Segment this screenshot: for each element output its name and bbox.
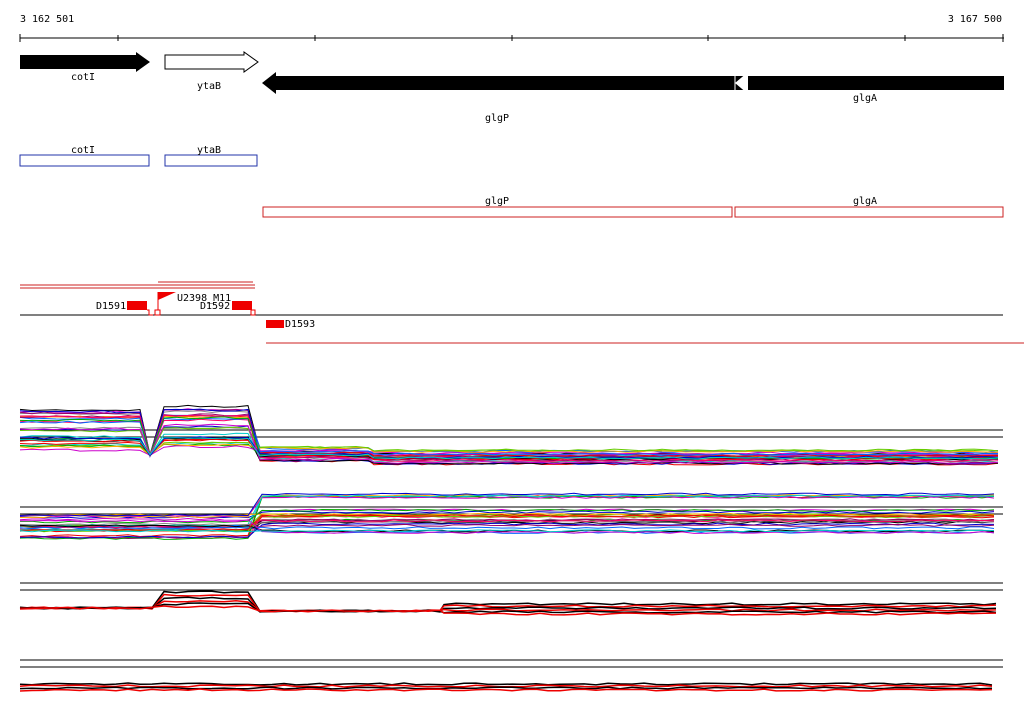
trace	[19, 682, 993, 686]
transcript-label: glgA	[853, 196, 877, 207]
trace	[19, 508, 995, 521]
trace	[19, 414, 999, 462]
gene-label: glgA	[853, 93, 877, 104]
trace	[19, 494, 995, 531]
gene-label: ytaB	[197, 81, 221, 92]
trace	[19, 426, 999, 457]
trace	[19, 686, 993, 690]
feature-label: D1592	[200, 301, 230, 312]
ruler	[19, 34, 1004, 42]
trace	[19, 414, 999, 457]
trace	[20, 437, 999, 460]
trace	[19, 423, 999, 465]
feature-label: D1593	[285, 319, 315, 330]
trace	[19, 425, 999, 465]
trace	[19, 518, 995, 526]
trace	[19, 492, 995, 517]
gene-arrow[interactable]	[164, 51, 259, 73]
coord-start: 3 162 501	[20, 14, 74, 25]
trace	[19, 508, 995, 524]
transcript-box[interactable]	[734, 206, 1004, 218]
trace	[19, 438, 999, 457]
feature-track	[20, 281, 1024, 344]
transcript-box[interactable]	[19, 154, 150, 167]
trace	[19, 600, 997, 613]
trace	[19, 526, 995, 530]
transcript-box[interactable]	[262, 206, 733, 218]
trace	[19, 524, 995, 534]
trace	[19, 495, 995, 518]
gene-arrow[interactable]	[20, 52, 150, 72]
gene-label: cotI	[71, 72, 95, 83]
trace	[19, 596, 997, 613]
trace	[19, 494, 995, 519]
trace	[20, 590, 997, 613]
transcript-box[interactable]	[164, 154, 258, 167]
coord-end: 3 167 500	[948, 14, 1002, 25]
trace	[19, 522, 995, 539]
trace	[19, 514, 995, 532]
trace	[19, 602, 997, 614]
panel-lines	[20, 429, 1003, 668]
trace	[19, 688, 993, 692]
transcript-label: glgP	[485, 196, 509, 207]
gene-arrow[interactable]	[262, 72, 1004, 94]
trace	[19, 417, 999, 457]
gene-arrow[interactable]	[735, 72, 748, 94]
trace	[19, 605, 997, 616]
trace	[19, 529, 995, 533]
transcript-label: ytaB	[197, 145, 221, 156]
trace	[19, 519, 995, 535]
trace	[19, 443, 999, 456]
transcript-label: cotI	[71, 145, 95, 156]
feature-label: D1591	[96, 301, 126, 312]
traces	[19, 404, 999, 692]
gene-label: glgP	[485, 113, 509, 124]
feature-label: U2398_M11	[177, 293, 231, 304]
